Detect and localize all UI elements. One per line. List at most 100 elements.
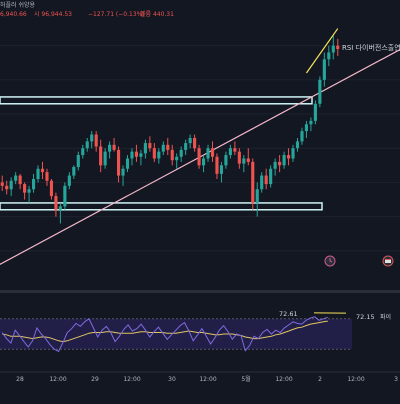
rsi-value-right: 72.15	[356, 313, 375, 321]
candle-body	[99, 147, 102, 166]
resistance-box	[0, 97, 312, 104]
candle-body	[113, 145, 116, 150]
candle-body	[90, 135, 93, 142]
candle-body	[296, 141, 299, 148]
candle-body	[117, 150, 120, 176]
candle-body	[247, 158, 250, 161]
candle-body	[54, 196, 57, 210]
candle-body	[59, 206, 62, 209]
candle-body	[211, 148, 214, 157]
header: 허플러 쉬양용 6,940.66 시 96,944.53 −127.71 (−0…	[0, 1, 174, 18]
price-pane	[0, 29, 400, 268]
candle-body	[126, 158, 129, 168]
rsi-pane: 72.61 72.15 파이	[0, 310, 391, 352]
candle-body	[19, 176, 22, 185]
flag-icon[interactable]	[383, 256, 393, 266]
x-tick-label: 2	[318, 376, 322, 383]
candle-body	[220, 165, 223, 174]
candle-body	[45, 172, 48, 181]
candle-body	[283, 155, 286, 165]
x-tick-label: 12:00	[275, 376, 292, 383]
candle-body	[144, 143, 147, 153]
x-tick-label: 29	[91, 376, 99, 383]
candle-body	[274, 162, 277, 169]
candle-body	[309, 121, 312, 124]
candle-body	[180, 150, 183, 157]
candle-body	[242, 158, 245, 163]
candle-body	[135, 152, 138, 157]
candle-body	[265, 176, 268, 185]
candle-body	[198, 148, 201, 165]
x-tick-label: 30	[168, 376, 176, 383]
header-high: 시 96,944.53	[34, 11, 72, 18]
x-tick-label: 12:00	[123, 376, 140, 383]
candle-body	[238, 152, 241, 164]
rsi-right-label: 파이	[380, 313, 391, 321]
support-box	[0, 203, 322, 210]
divergence-label: RSI 다이버전스출연	[342, 43, 400, 52]
candle-body	[193, 138, 196, 148]
pane-divider[interactable]	[0, 290, 400, 293]
candle-body	[77, 155, 80, 167]
candle-body	[305, 124, 308, 131]
candle-body	[10, 181, 13, 190]
candle-body	[148, 143, 151, 148]
candle-body	[157, 152, 160, 159]
x-tick-label: 3	[394, 376, 398, 383]
candle-body	[233, 148, 236, 151]
candle-body	[72, 167, 75, 176]
candle-body	[314, 104, 317, 121]
candle-body	[300, 131, 303, 141]
candle-body	[32, 179, 35, 189]
candle-body	[139, 153, 142, 156]
candle-body	[229, 148, 232, 155]
candle-body	[108, 145, 111, 152]
x-tick-label: 5월	[241, 375, 250, 383]
candle-body	[95, 135, 98, 147]
event-icons[interactable]	[325, 256, 393, 266]
candle-body	[224, 155, 227, 165]
header-change: −127.71 (−0.13%)	[88, 11, 145, 18]
candle-body	[28, 189, 31, 192]
x-tick-label: 12:00	[199, 376, 216, 383]
candle-body	[206, 148, 209, 158]
alarm-clock-icon[interactable]	[325, 256, 335, 266]
candle-body	[50, 181, 53, 196]
candle-body	[81, 148, 84, 155]
candle-body	[251, 162, 254, 203]
x-tick-label: 12:00	[347, 376, 364, 383]
candle-body	[153, 148, 156, 158]
candle-body	[130, 152, 133, 159]
candle-body	[175, 157, 178, 160]
candle-body	[166, 145, 169, 150]
candle-body	[202, 158, 205, 165]
candle-body	[318, 80, 321, 104]
header-volume: 볼륨 440.31	[140, 11, 174, 18]
candle-body	[327, 52, 330, 59]
x-tick-label: 12:00	[49, 376, 66, 383]
x-axis: 28 12:00 29 12:00 30 12:00 5월 12:00 2 12:00 3	[0, 372, 400, 400]
candle-body	[86, 141, 89, 148]
candle-body	[256, 189, 259, 203]
x-tick-label: 28	[16, 376, 24, 383]
candle-body	[332, 46, 335, 53]
candle-body	[14, 176, 17, 181]
candle-body	[184, 143, 187, 150]
candle-body	[291, 148, 294, 158]
candle-body	[336, 46, 339, 49]
candle-body	[1, 182, 4, 185]
header-title: 허플러 쉬양용	[0, 1, 36, 9]
candle-body	[68, 176, 71, 186]
candle-body	[278, 162, 281, 165]
candle-body	[41, 169, 44, 172]
rsi-value-left: 72.61	[279, 310, 298, 318]
candle-body	[323, 59, 326, 80]
header-open: 6,940.66	[0, 11, 27, 18]
candle-body	[63, 186, 66, 207]
candle-body	[5, 186, 8, 189]
candle-body	[260, 176, 263, 190]
candle-body	[23, 184, 26, 193]
candle-body	[171, 150, 174, 160]
